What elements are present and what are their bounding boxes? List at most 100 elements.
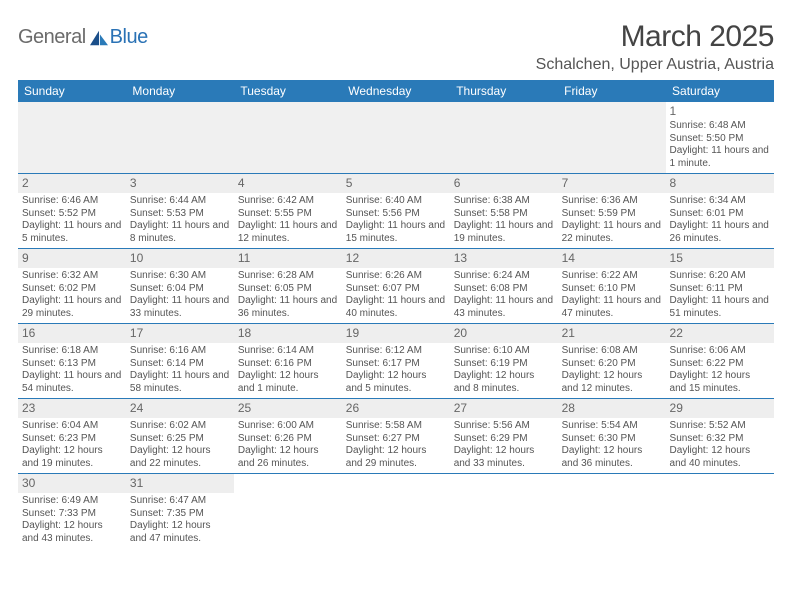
calendar-row: 9Sunrise: 6:32 AMSunset: 6:02 PMDaylight… (18, 249, 774, 324)
sunrise-text: Sunrise: 6:47 AM (130, 495, 230, 508)
calendar-cell (234, 102, 342, 174)
sunset-text: Sunset: 6:27 PM (346, 433, 446, 446)
daylight-text: Daylight: 12 hours and 43 minutes. (22, 520, 122, 545)
header-thursday: Thursday (450, 80, 558, 102)
sunrise-text: Sunrise: 6:06 AM (670, 345, 770, 358)
daylight-text: Daylight: 11 hours and 12 minutes. (238, 220, 338, 245)
header-sunday: Sunday (18, 80, 126, 102)
daylight-text: Daylight: 11 hours and 8 minutes. (130, 220, 230, 245)
header-saturday: Saturday (666, 80, 774, 102)
daylight-text: Daylight: 11 hours and 5 minutes. (22, 220, 122, 245)
calendar-cell: 10Sunrise: 6:30 AMSunset: 6:04 PMDayligh… (126, 249, 234, 324)
calendar-row: 16Sunrise: 6:18 AMSunset: 6:13 PMDayligh… (18, 324, 774, 399)
calendar-cell (126, 102, 234, 174)
calendar-cell: 1Sunrise: 6:48 AMSunset: 5:50 PMDaylight… (666, 102, 774, 174)
daylight-text: Daylight: 11 hours and 43 minutes. (454, 295, 554, 320)
sunrise-text: Sunrise: 6:48 AM (670, 120, 770, 133)
sunset-text: Sunset: 6:30 PM (562, 433, 662, 446)
sunrise-text: Sunrise: 6:00 AM (238, 420, 338, 433)
day-number: 31 (126, 474, 234, 493)
sunset-text: Sunset: 6:23 PM (22, 433, 122, 446)
sunrise-text: Sunrise: 6:32 AM (22, 270, 122, 283)
logo-text-blue: Blue (110, 26, 148, 49)
sunrise-text: Sunrise: 6:36 AM (562, 195, 662, 208)
sunrise-text: Sunrise: 6:26 AM (346, 270, 446, 283)
sunrise-text: Sunrise: 5:52 AM (670, 420, 770, 433)
calendar-cell: 3Sunrise: 6:44 AMSunset: 5:53 PMDaylight… (126, 174, 234, 249)
day-number: 9 (18, 249, 126, 268)
calendar-cell (342, 474, 450, 549)
calendar-cell (342, 102, 450, 174)
sunset-text: Sunset: 6:26 PM (238, 433, 338, 446)
day-number: 22 (666, 324, 774, 343)
calendar-table: Sunday Monday Tuesday Wednesday Thursday… (18, 80, 774, 548)
calendar-cell (558, 102, 666, 174)
day-number: 12 (342, 249, 450, 268)
day-number: 8 (666, 174, 774, 193)
logo: General Blue (18, 26, 148, 49)
sunset-text: Sunset: 5:58 PM (454, 208, 554, 221)
sunrise-text: Sunrise: 5:56 AM (454, 420, 554, 433)
calendar-cell: 26Sunrise: 5:58 AMSunset: 6:27 PMDayligh… (342, 399, 450, 474)
day-number: 19 (342, 324, 450, 343)
logo-sail-icon (88, 29, 110, 47)
daylight-text: Daylight: 11 hours and 58 minutes. (130, 370, 230, 395)
calendar-cell: 4Sunrise: 6:42 AMSunset: 5:55 PMDaylight… (234, 174, 342, 249)
daylight-text: Daylight: 12 hours and 1 minute. (238, 370, 338, 395)
header-wednesday: Wednesday (342, 80, 450, 102)
calendar-cell: 29Sunrise: 5:52 AMSunset: 6:32 PMDayligh… (666, 399, 774, 474)
calendar-cell: 7Sunrise: 6:36 AMSunset: 5:59 PMDaylight… (558, 174, 666, 249)
daylight-text: Daylight: 12 hours and 33 minutes. (454, 445, 554, 470)
day-number: 5 (342, 174, 450, 193)
day-number: 7 (558, 174, 666, 193)
sunset-text: Sunset: 6:07 PM (346, 283, 446, 296)
sunrise-text: Sunrise: 6:22 AM (562, 270, 662, 283)
daylight-text: Daylight: 11 hours and 19 minutes. (454, 220, 554, 245)
sunrise-text: Sunrise: 6:40 AM (346, 195, 446, 208)
daylight-text: Daylight: 11 hours and 1 minute. (670, 145, 770, 170)
day-number: 1 (670, 104, 770, 119)
sunset-text: Sunset: 6:11 PM (670, 283, 770, 296)
sunrise-text: Sunrise: 5:58 AM (346, 420, 446, 433)
daylight-text: Daylight: 12 hours and 8 minutes. (454, 370, 554, 395)
sunrise-text: Sunrise: 6:10 AM (454, 345, 554, 358)
sunset-text: Sunset: 6:25 PM (130, 433, 230, 446)
header: General Blue March 2025 Schalchen, Upper… (18, 20, 774, 74)
day-number: 11 (234, 249, 342, 268)
calendar-cell: 30Sunrise: 6:49 AMSunset: 7:33 PMDayligh… (18, 474, 126, 549)
daylight-text: Daylight: 12 hours and 15 minutes. (670, 370, 770, 395)
sunset-text: Sunset: 6:04 PM (130, 283, 230, 296)
day-number: 28 (558, 399, 666, 418)
daylight-text: Daylight: 11 hours and 15 minutes. (346, 220, 446, 245)
calendar-cell: 21Sunrise: 6:08 AMSunset: 6:20 PMDayligh… (558, 324, 666, 399)
calendar-cell: 18Sunrise: 6:14 AMSunset: 6:16 PMDayligh… (234, 324, 342, 399)
calendar-cell: 16Sunrise: 6:18 AMSunset: 6:13 PMDayligh… (18, 324, 126, 399)
day-number: 29 (666, 399, 774, 418)
sunrise-text: Sunrise: 6:46 AM (22, 195, 122, 208)
calendar-cell (18, 102, 126, 174)
calendar-row: 2Sunrise: 6:46 AMSunset: 5:52 PMDaylight… (18, 174, 774, 249)
calendar-cell: 13Sunrise: 6:24 AMSunset: 6:08 PMDayligh… (450, 249, 558, 324)
header-tuesday: Tuesday (234, 80, 342, 102)
sunset-text: Sunset: 6:32 PM (670, 433, 770, 446)
day-number: 20 (450, 324, 558, 343)
calendar-cell: 11Sunrise: 6:28 AMSunset: 6:05 PMDayligh… (234, 249, 342, 324)
sunset-text: Sunset: 7:35 PM (130, 508, 230, 521)
calendar-cell: 19Sunrise: 6:12 AMSunset: 6:17 PMDayligh… (342, 324, 450, 399)
sunset-text: Sunset: 5:53 PM (130, 208, 230, 221)
day-number: 15 (666, 249, 774, 268)
daylight-text: Daylight: 12 hours and 36 minutes. (562, 445, 662, 470)
day-number: 14 (558, 249, 666, 268)
sunrise-text: Sunrise: 6:20 AM (670, 270, 770, 283)
sunset-text: Sunset: 5:59 PM (562, 208, 662, 221)
day-number: 6 (450, 174, 558, 193)
calendar-cell (450, 474, 558, 549)
sunrise-text: Sunrise: 6:16 AM (130, 345, 230, 358)
calendar-cell (666, 474, 774, 549)
daylight-text: Daylight: 11 hours and 29 minutes. (22, 295, 122, 320)
sunrise-text: Sunrise: 6:02 AM (130, 420, 230, 433)
daylight-text: Daylight: 12 hours and 29 minutes. (346, 445, 446, 470)
sunset-text: Sunset: 6:29 PM (454, 433, 554, 446)
sunrise-text: Sunrise: 6:42 AM (238, 195, 338, 208)
sunrise-text: Sunrise: 6:18 AM (22, 345, 122, 358)
